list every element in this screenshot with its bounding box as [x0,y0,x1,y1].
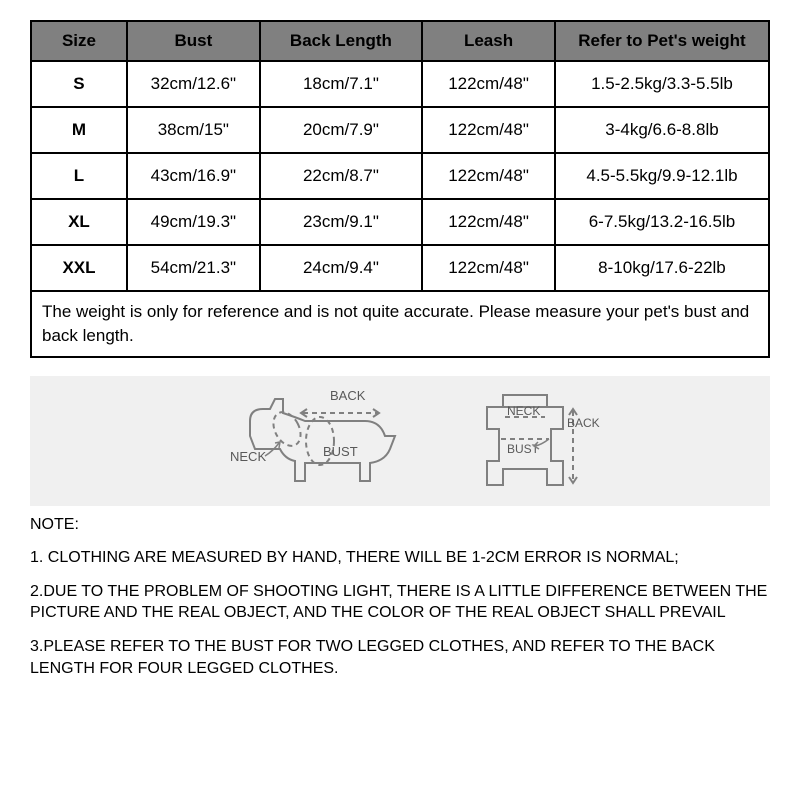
note-item: 1. CLOTHING ARE MEASURED BY HAND, THERE … [30,547,770,569]
table-cell: 122cm/48" [422,61,555,107]
table-cell: 4.5-5.5kg/9.9-12.1lb [555,153,769,199]
table-col-header: Refer to Pet's weight [555,21,769,61]
table-col-header: Leash [422,21,555,61]
table-row: XXL54cm/21.3"24cm/9.4"122cm/48"8-10kg/17… [31,245,769,291]
table-col-header: Bust [127,21,260,61]
table-row: S32cm/12.6"18cm/7.1"122cm/48"1.5-2.5kg/3… [31,61,769,107]
table-cell: 49cm/19.3" [127,199,260,245]
label-bust-2: BUST [507,442,540,456]
label-back-2: BACK [567,416,600,430]
note-item: 2.DUE TO THE PROBLEM OF SHOOTING LIGHT, … [30,581,770,624]
table-header-row: SizeBustBack LengthLeashRefer to Pet's w… [31,21,769,61]
table-row: XL49cm/19.3"23cm/9.1"122cm/48"6-7.5kg/13… [31,199,769,245]
label-bust: BUST [323,444,358,459]
table-cell: 38cm/15" [127,107,260,153]
table-cell: 122cm/48" [422,107,555,153]
table-cell: 43cm/16.9" [127,153,260,199]
table-cell: XXL [31,245,127,291]
garment-flat-diagram: NECK BUST BACK [455,381,605,501]
table-cell: 18cm/7.1" [260,61,422,107]
table-cell: 22cm/8.7" [260,153,422,199]
label-back: BACK [330,388,366,403]
table-row: M38cm/15"20cm/7.9"122cm/48"3-4kg/6.6-8.8… [31,107,769,153]
table-cell: L [31,153,127,199]
table-col-header: Size [31,21,127,61]
table-cell: 24cm/9.4" [260,245,422,291]
table-cell: 54cm/21.3" [127,245,260,291]
table-cell: 122cm/48" [422,199,555,245]
table-cell: 23cm/9.1" [260,199,422,245]
dog-side-diagram: BACK NECK BUST [195,381,425,501]
table-cell: 6-7.5kg/13.2-16.5lb [555,199,769,245]
note-item: 3.PLEASE REFER TO THE BUST FOR TWO LEGGE… [30,636,770,679]
notes-section: NOTE: 1. CLOTHING ARE MEASURED BY HAND, … [30,514,770,680]
table-cell: 3-4kg/6.6-8.8lb [555,107,769,153]
table-cell: 32cm/12.6" [127,61,260,107]
table-cell: 122cm/48" [422,153,555,199]
table-cell: XL [31,199,127,245]
table-cell: M [31,107,127,153]
table-cell: 20cm/7.9" [260,107,422,153]
table-cell: 8-10kg/17.6-22lb [555,245,769,291]
measurement-diagram-panel: BACK NECK BUST NECK BUST BACK [30,376,770,506]
label-neck-2: NECK [507,404,540,418]
label-neck: NECK [230,449,266,464]
table-body: S32cm/12.6"18cm/7.1"122cm/48"1.5-2.5kg/3… [31,61,769,357]
table-footnote: The weight is only for reference and is … [31,291,769,357]
size-chart-table: SizeBustBack LengthLeashRefer to Pet's w… [30,20,770,358]
table-cell: 122cm/48" [422,245,555,291]
table-cell: 1.5-2.5kg/3.3-5.5lb [555,61,769,107]
table-row: L43cm/16.9"22cm/8.7"122cm/48"4.5-5.5kg/9… [31,153,769,199]
table-col-header: Back Length [260,21,422,61]
table-footnote-row: The weight is only for reference and is … [31,291,769,357]
notes-heading: NOTE: [30,514,770,536]
table-cell: S [31,61,127,107]
